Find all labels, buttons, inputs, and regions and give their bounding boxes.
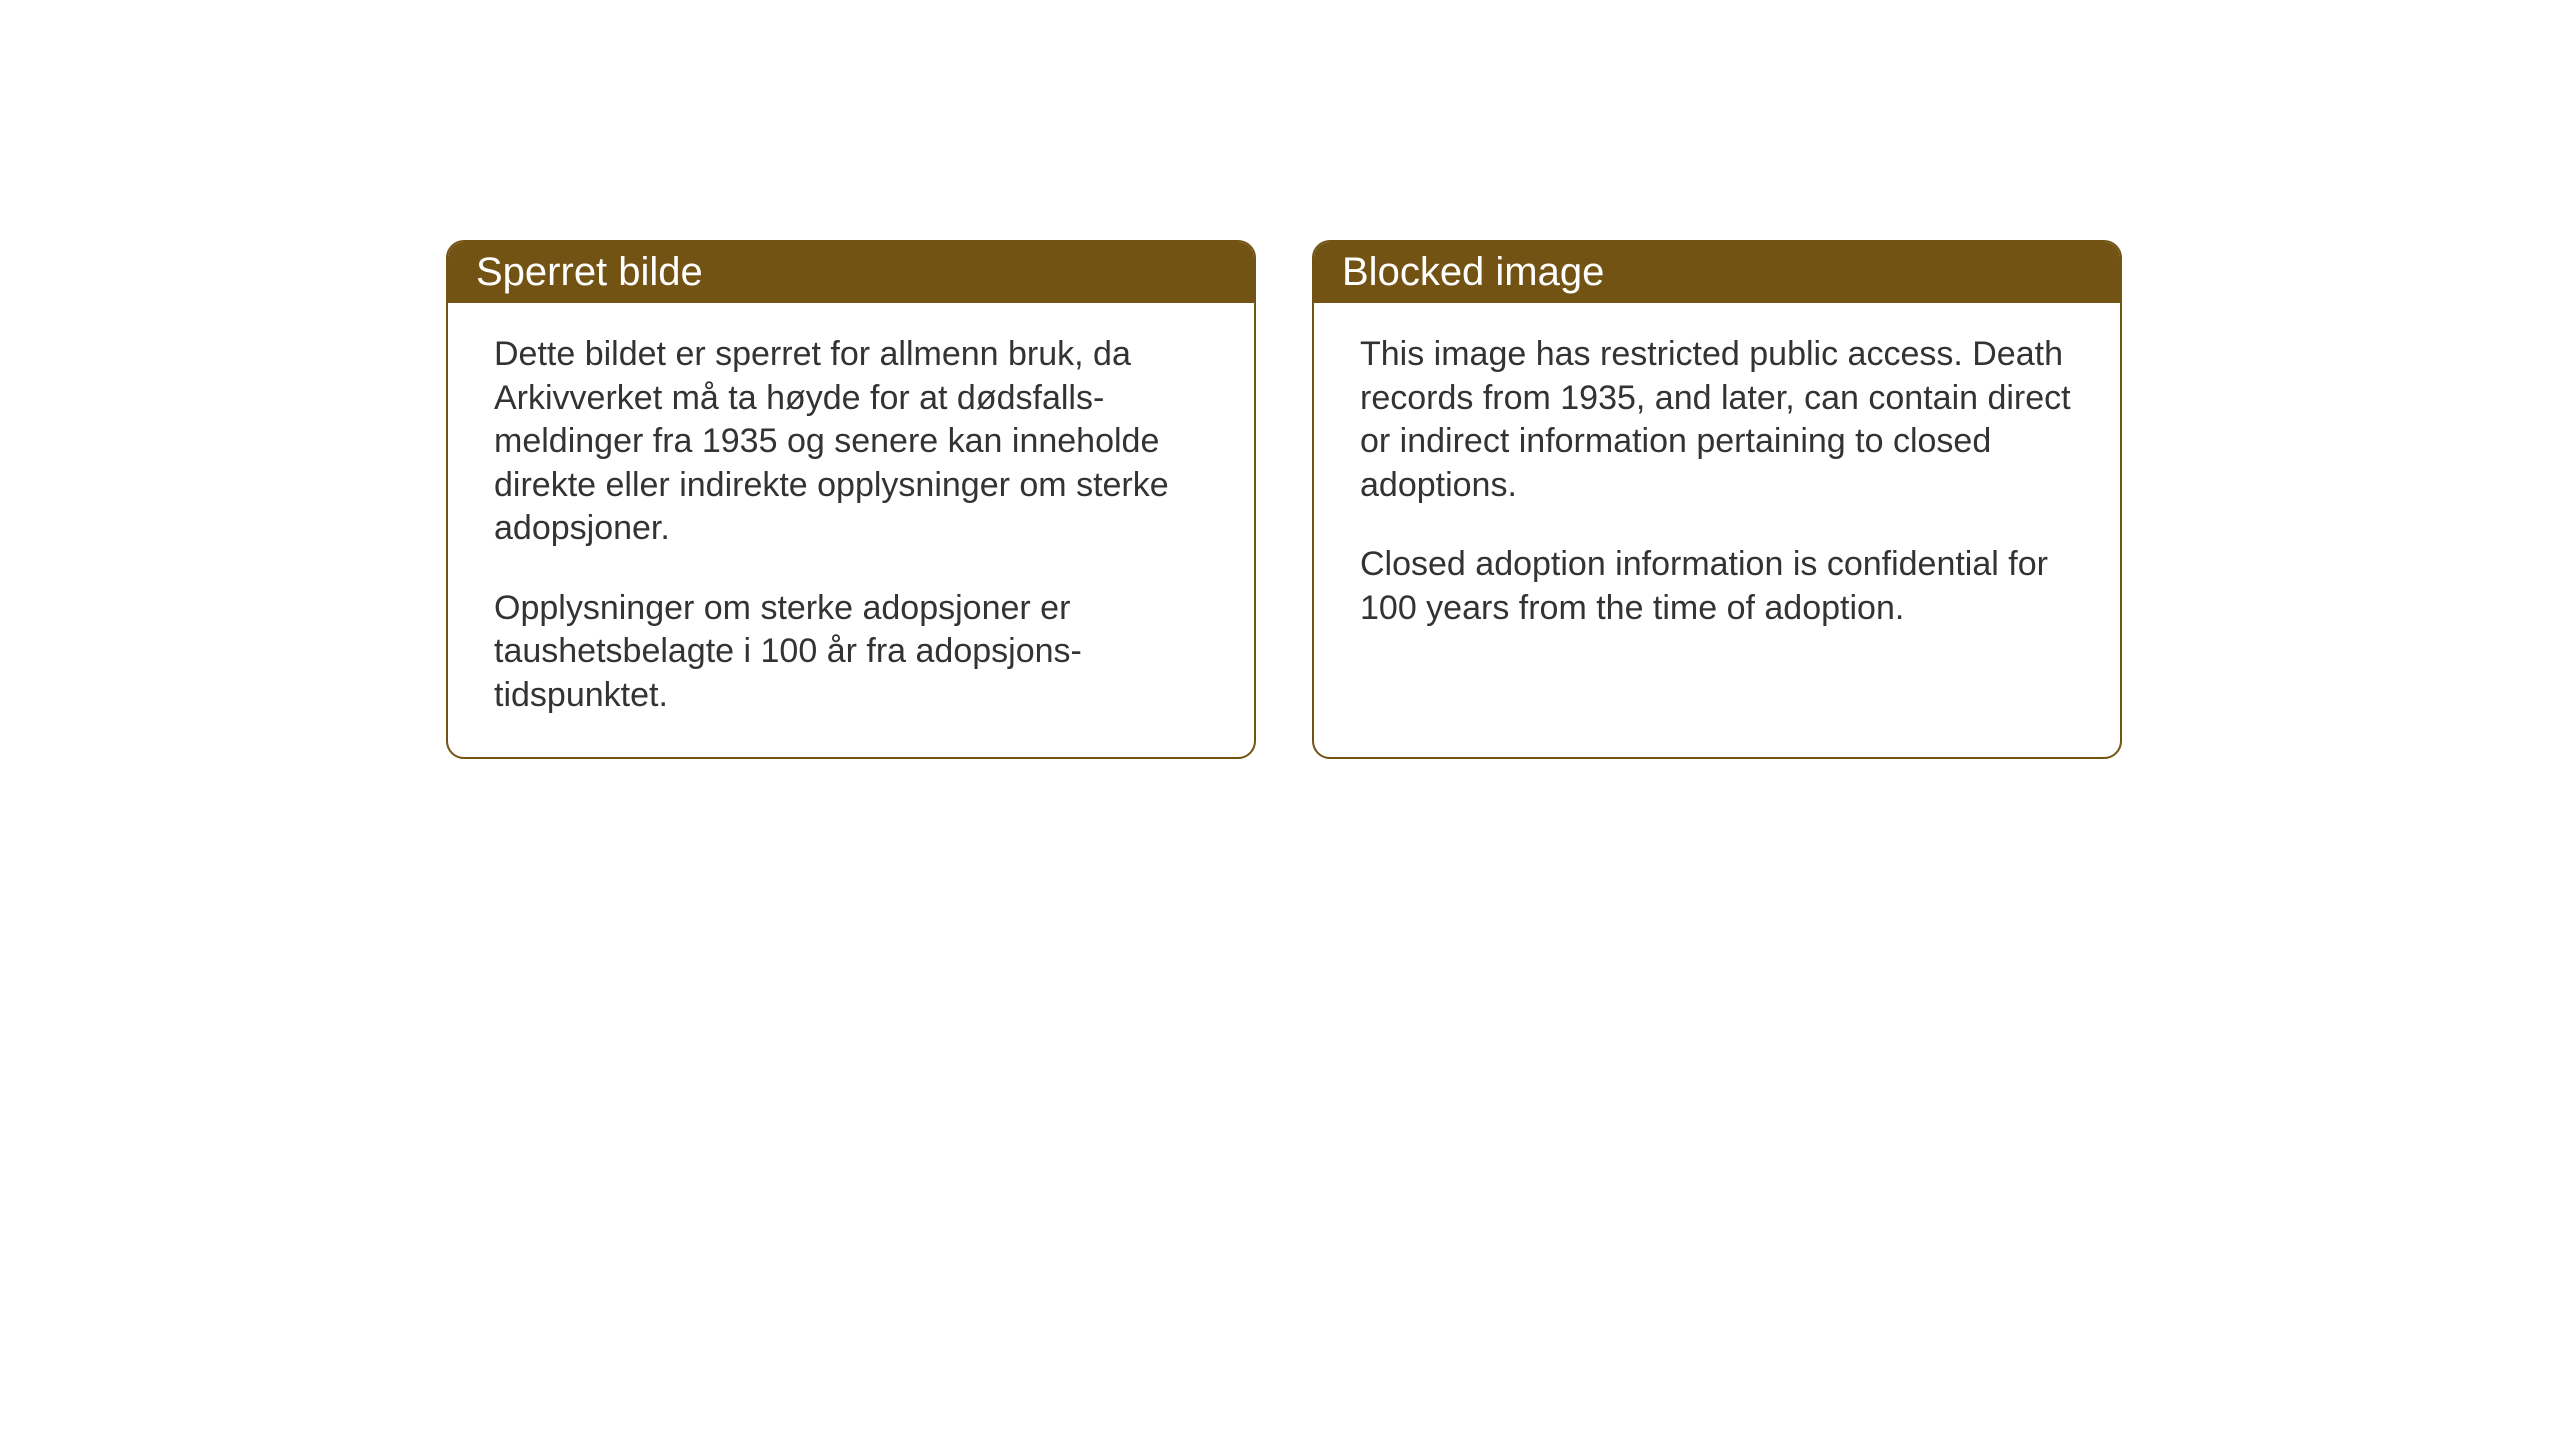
paragraph-1-english: This image has restricted public access.… (1360, 333, 2074, 507)
info-box-english: Blocked image This image has restricted … (1312, 240, 2122, 759)
info-box-norwegian: Sperret bilde Dette bildet er sperret fo… (446, 240, 1256, 759)
header-title-english: Blocked image (1342, 250, 1604, 294)
info-box-header-norwegian: Sperret bilde (448, 242, 1254, 303)
info-box-body-norwegian: Dette bildet er sperret for allmenn bruk… (448, 303, 1254, 757)
paragraph-2-english: Closed adoption information is confident… (1360, 543, 2074, 630)
paragraph-2-norwegian: Opplysninger om sterke adopsjoner er tau… (494, 587, 1208, 718)
header-title-norwegian: Sperret bilde (476, 250, 703, 294)
paragraph-1-norwegian: Dette bildet er sperret for allmenn bruk… (494, 333, 1208, 551)
info-boxes-container: Sperret bilde Dette bildet er sperret fo… (446, 240, 2122, 759)
info-box-body-english: This image has restricted public access.… (1314, 303, 2120, 670)
info-box-header-english: Blocked image (1314, 242, 2120, 303)
